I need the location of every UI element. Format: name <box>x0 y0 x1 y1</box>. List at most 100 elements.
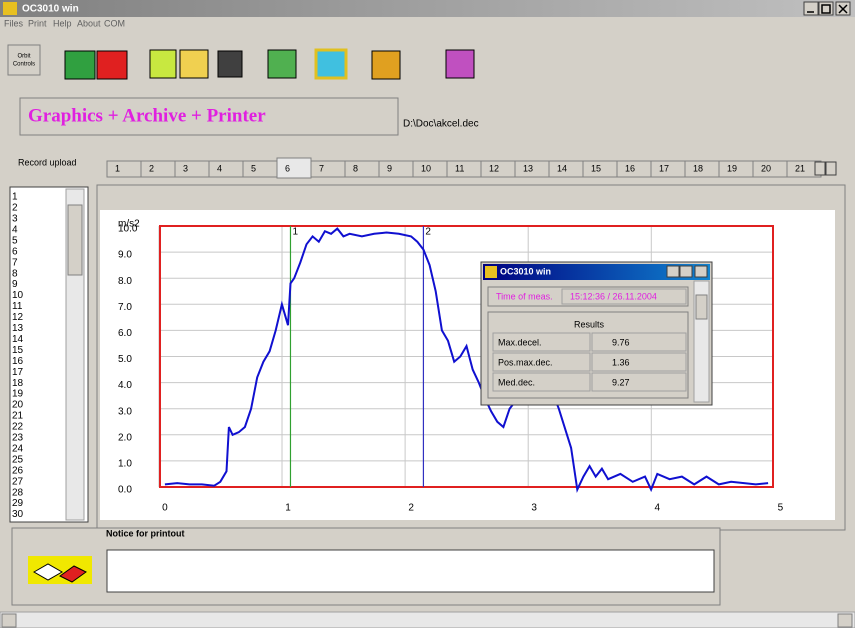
tab[interactable] <box>379 161 413 177</box>
dialog-maximize[interactable] <box>680 266 692 277</box>
results-dialog: OC3010 win Time of meas. 15:12:36 / 26.1… <box>481 262 712 405</box>
orbit-button[interactable] <box>8 45 40 75</box>
tab-label: 6 <box>285 163 290 173</box>
cursor-label: 2 <box>425 227 431 238</box>
tab[interactable] <box>141 161 175 177</box>
record-item[interactable]: 16 <box>12 356 24 367</box>
record-item[interactable]: 23 <box>12 433 24 444</box>
dialog-close[interactable] <box>695 266 707 277</box>
record-item[interactable]: 3 <box>12 214 18 225</box>
tab-label: 9 <box>387 163 392 173</box>
scroll-left[interactable] <box>2 614 16 627</box>
record-item[interactable]: 1 <box>12 192 18 203</box>
record-item[interactable]: 13 <box>12 323 24 334</box>
y-tick-label: 2.0 <box>118 432 132 443</box>
notice-input[interactable] <box>107 550 714 592</box>
tab[interactable] <box>175 161 209 177</box>
tab[interactable] <box>107 161 141 177</box>
y-tick-label: 7.0 <box>118 302 132 313</box>
record-item[interactable]: 24 <box>12 443 24 454</box>
record-item[interactable]: 28 <box>12 487 24 498</box>
menu-item[interactable]: COM <box>104 18 125 28</box>
tab[interactable] <box>243 161 277 177</box>
tool-button[interactable] <box>97 51 127 79</box>
menu-item[interactable]: Help <box>53 18 72 28</box>
menu-item[interactable]: About <box>77 18 101 28</box>
record-item[interactable]: 25 <box>12 454 24 465</box>
record-item[interactable]: 26 <box>12 465 24 476</box>
dialog-scroll-thumb[interactable] <box>696 295 707 319</box>
tab-label: 2 <box>149 163 154 173</box>
tab-label: 3 <box>183 163 188 173</box>
record-item[interactable]: 4 <box>12 224 18 235</box>
horizontal-scrollbar[interactable] <box>0 612 855 628</box>
record-item[interactable]: 7 <box>12 257 18 268</box>
tool-button[interactable] <box>446 50 474 78</box>
row-value-cell <box>592 353 686 371</box>
dialog-minimize[interactable] <box>667 266 679 277</box>
y-tick-label: 10.0 <box>118 224 138 235</box>
record-item[interactable]: 14 <box>12 334 24 345</box>
record-item[interactable]: 12 <box>12 312 24 323</box>
tab-label: 13 <box>523 163 533 173</box>
y-tick-label: 6.0 <box>118 328 132 339</box>
tab-scroll-left[interactable] <box>815 162 825 175</box>
record-item[interactable]: 20 <box>12 400 24 411</box>
record-item[interactable]: 8 <box>12 268 18 279</box>
record-upload-label: Record upload <box>18 157 77 167</box>
orbit-label: Controls <box>13 62 35 68</box>
record-item[interactable]: 30 <box>12 509 24 520</box>
y-tick-label: 5.0 <box>118 354 132 365</box>
record-item[interactable]: 15 <box>12 345 24 356</box>
tool-button[interactable] <box>316 50 346 78</box>
record-item[interactable]: 18 <box>12 378 24 389</box>
menu-item[interactable]: Files <box>4 18 24 28</box>
results-rows: Max.decel.9.76Pos.max.dec.1.36Med.dec.9.… <box>493 333 686 391</box>
tool-button[interactable] <box>372 51 400 79</box>
tab-label: 19 <box>727 163 737 173</box>
tab-label: 4 <box>217 163 222 173</box>
record-item[interactable]: 17 <box>12 367 24 378</box>
row-value: 9.27 <box>612 377 630 387</box>
record-item[interactable]: 6 <box>12 246 18 257</box>
record-item[interactable]: 2 <box>12 203 18 214</box>
x-tick-label: 0 <box>162 503 168 514</box>
app-icon <box>3 2 17 15</box>
record-item[interactable]: 29 <box>12 498 24 509</box>
menu-item[interactable]: Print <box>28 18 47 28</box>
minimize-button[interactable] <box>804 2 818 15</box>
dialog-icon <box>485 266 497 278</box>
tool-button[interactable] <box>268 50 296 78</box>
tab[interactable] <box>209 161 243 177</box>
record-item[interactable]: 27 <box>12 476 24 487</box>
tab-scroll-right[interactable] <box>826 162 836 175</box>
tool-button[interactable] <box>150 50 176 78</box>
record-item[interactable]: 22 <box>12 422 24 433</box>
tab-label: 14 <box>557 163 567 173</box>
record-item[interactable]: 10 <box>12 290 24 301</box>
tab[interactable] <box>345 161 379 177</box>
list-scroll-thumb[interactable] <box>68 205 82 275</box>
y-tick-label: 3.0 <box>118 406 132 417</box>
record-item[interactable]: 11 <box>12 301 23 312</box>
tab-label: 10 <box>421 163 431 173</box>
tool-button[interactable] <box>65 51 95 79</box>
row-label: Med.dec. <box>498 377 535 387</box>
window-buttons <box>804 2 850 15</box>
row-label: Max.decel. <box>498 337 542 347</box>
tab[interactable] <box>277 158 311 178</box>
tab[interactable] <box>311 161 345 177</box>
tool-button[interactable] <box>218 51 242 77</box>
record-item[interactable]: 21 <box>12 411 24 422</box>
record-item[interactable]: 9 <box>12 279 18 290</box>
record-item[interactable]: 19 <box>12 389 24 400</box>
notice-label: Notice for printout <box>106 528 185 538</box>
notice-icon <box>28 556 92 584</box>
tab-label: 12 <box>489 163 499 173</box>
scroll-right[interactable] <box>838 614 852 627</box>
time-value: 15:12:36 / 26.11.2004 <box>570 291 657 301</box>
record-item[interactable]: 5 <box>12 235 18 246</box>
tab-label: 7 <box>319 163 324 173</box>
tool-button[interactable] <box>180 50 208 78</box>
